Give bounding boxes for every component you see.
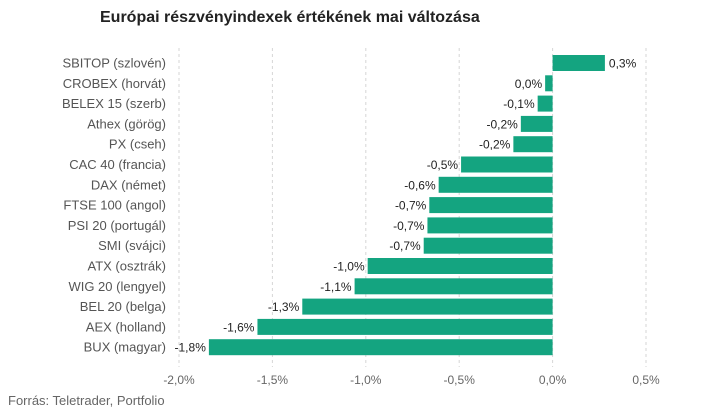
bar: [537, 95, 553, 112]
bar: [429, 197, 553, 214]
bar: [427, 217, 553, 234]
category-label: BUX (magyar): [84, 340, 166, 355]
data-label: -0,7%: [389, 239, 421, 253]
data-label: -1,3%: [268, 300, 300, 314]
bar: [208, 339, 553, 356]
data-label: 0,3%: [609, 57, 637, 71]
data-label: -0,2%: [479, 138, 511, 152]
x-tick-label: -2,0%: [163, 373, 195, 387]
x-tick-label: -1,5%: [257, 373, 289, 387]
data-label: -0,7%: [395, 199, 427, 213]
data-label: -1,1%: [320, 280, 352, 294]
bar: [257, 318, 553, 335]
data-label: -0,7%: [393, 219, 425, 233]
category-label: WIG 20 (lengyel): [68, 279, 166, 294]
x-tick-label: -0,5%: [444, 373, 476, 387]
chart-title: Európai részvényindexek értékének mai vá…: [100, 9, 480, 26]
bar: [367, 258, 553, 274]
data-label: -1,6%: [223, 320, 255, 334]
bar: [461, 156, 553, 173]
bar: [520, 115, 553, 132]
data-label: -0,5%: [427, 158, 459, 172]
category-label: ATX (osztrák): [88, 259, 167, 274]
data-label: -0,6%: [404, 178, 436, 192]
x-tick-label: 0,0%: [539, 373, 567, 387]
bar: [438, 176, 553, 193]
category-label: BELEX 15 (szerb): [62, 96, 166, 111]
source-note: Forrás: Teletrader, Portfolio: [8, 393, 165, 408]
category-label: SBITOP (szlovén): [62, 56, 166, 71]
data-label: -1,8%: [175, 341, 207, 355]
data-label: 0,0%: [515, 77, 543, 91]
category-label: AEX (holland): [86, 319, 166, 334]
x-tick-label: 0,5%: [632, 373, 660, 387]
category-label: BEL 20 (belga): [80, 299, 166, 314]
category-label: FTSE 100 (angol): [63, 198, 166, 213]
category-label: Athex (görög): [87, 116, 166, 131]
bar: [513, 136, 553, 153]
category-label: PSI 20 (portugál): [68, 218, 166, 233]
bar: [545, 75, 553, 92]
data-label: -1,0%: [333, 260, 365, 274]
data-label: -0,2%: [486, 117, 518, 131]
bar: [354, 278, 553, 295]
category-label: DAX (német): [91, 177, 166, 192]
x-tick-label: -1,0%: [350, 373, 382, 387]
category-label: PX (cseh): [109, 137, 166, 152]
category-label: CAC 40 (francia): [69, 157, 166, 172]
bar: [423, 237, 553, 254]
data-label: -0,1%: [503, 97, 535, 111]
category-label: CROBEX (horvát): [63, 76, 166, 91]
category-label: SMI (svájci): [98, 238, 166, 253]
bar: [302, 298, 553, 315]
bar: [552, 55, 605, 71]
